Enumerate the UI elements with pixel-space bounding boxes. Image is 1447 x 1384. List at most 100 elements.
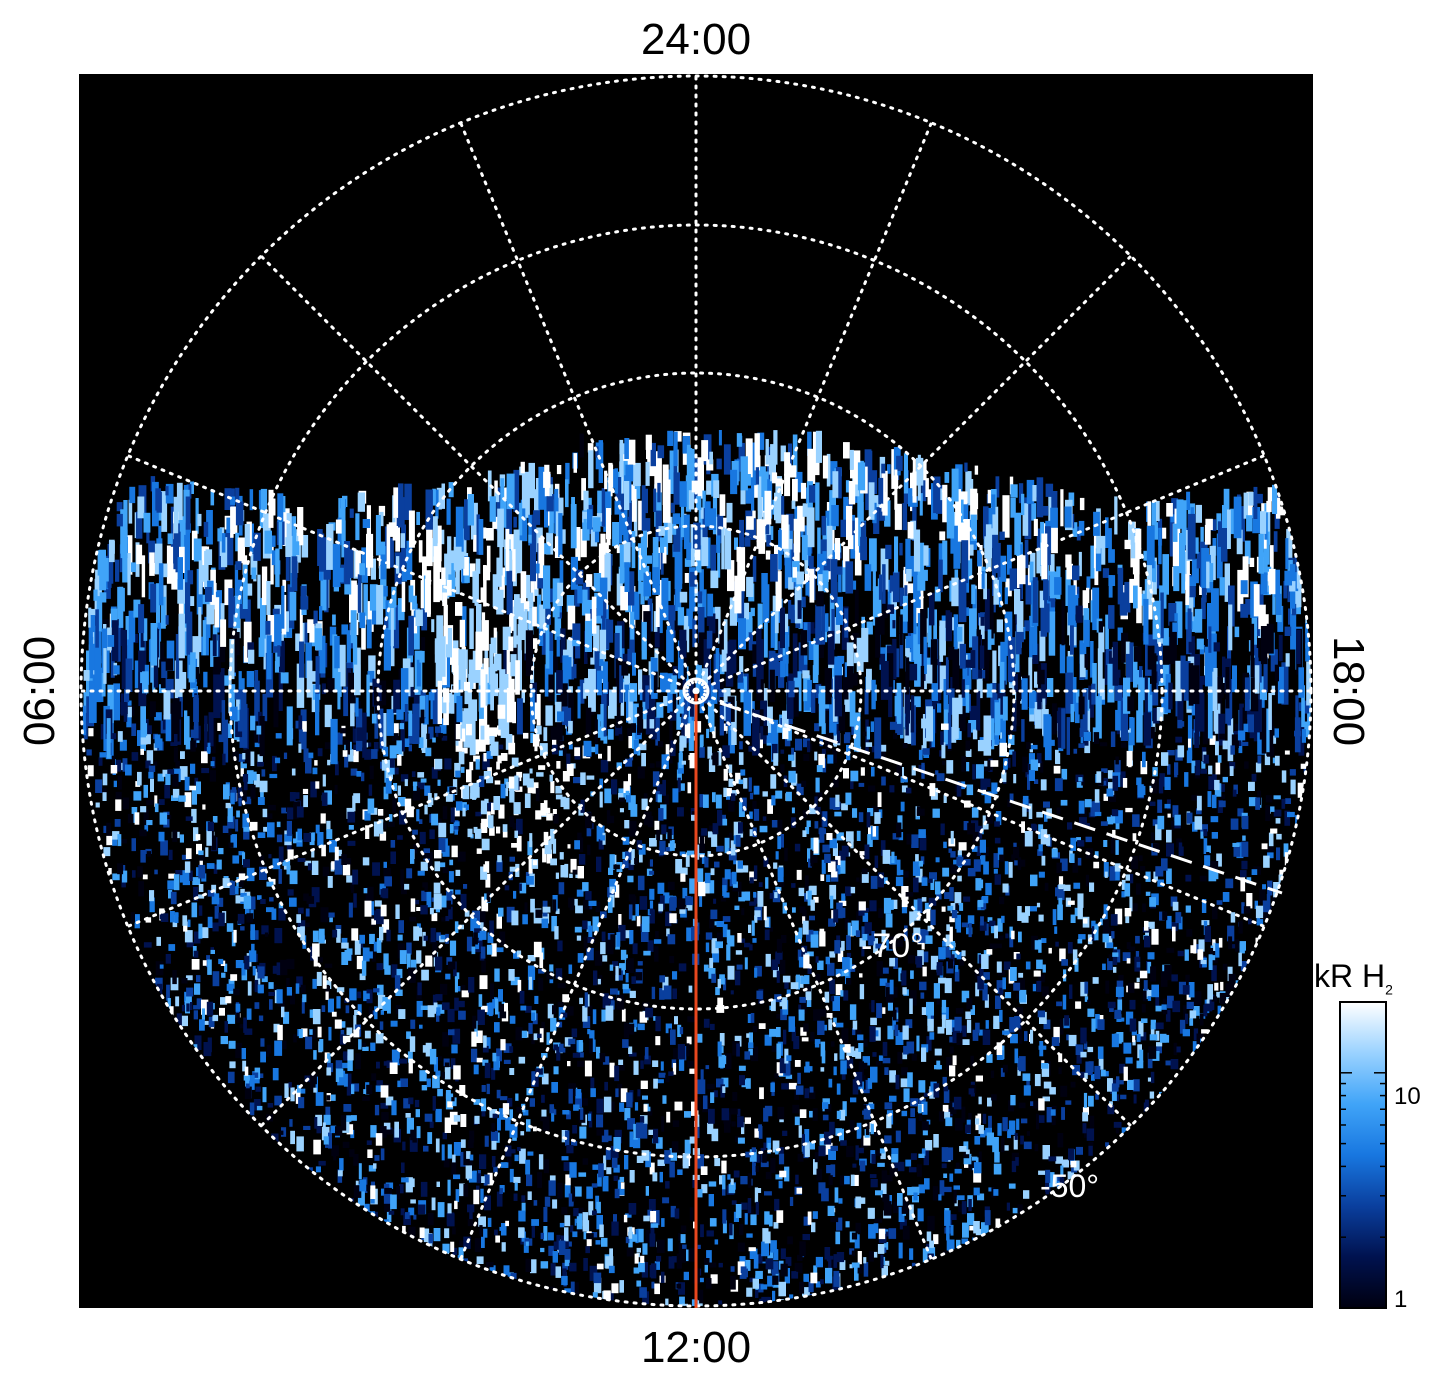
heatmap-cell xyxy=(654,484,662,527)
heatmap-cell xyxy=(920,951,929,963)
heatmap-cell xyxy=(762,1151,767,1163)
heatmap-cell xyxy=(522,1109,529,1116)
heatmap-cell xyxy=(1139,970,1148,979)
heatmap-cell xyxy=(840,1060,847,1075)
heatmap-cell xyxy=(1127,1079,1134,1090)
heatmap-cell xyxy=(894,1162,899,1169)
heatmap-cell xyxy=(491,943,497,957)
heatmap-cell xyxy=(672,988,677,999)
heatmap-cell xyxy=(417,982,422,996)
heatmap-cell xyxy=(556,465,562,475)
heatmap-cell xyxy=(711,1128,719,1142)
heatmap-cell xyxy=(697,457,704,499)
heatmap-cell xyxy=(112,835,117,846)
heatmap-cell xyxy=(422,556,427,592)
heatmap-cell xyxy=(748,1173,752,1188)
heatmap-cell xyxy=(696,1114,700,1127)
heatmap-cell xyxy=(979,839,986,853)
heatmap-cell xyxy=(779,1117,784,1123)
heatmap-cell xyxy=(1036,549,1044,574)
heatmap-cell xyxy=(821,859,826,874)
heatmap-cell xyxy=(1044,882,1049,891)
heatmap-cell xyxy=(478,1216,486,1227)
heatmap-cell xyxy=(455,602,463,616)
heatmap-cell xyxy=(883,1260,890,1266)
heatmap-cell xyxy=(927,1247,936,1257)
heatmap-cell xyxy=(616,994,625,1010)
heatmap-cell xyxy=(378,819,384,834)
heatmap-cell xyxy=(543,1159,549,1174)
heatmap-cell xyxy=(319,606,323,621)
heatmap-cell xyxy=(1108,651,1116,674)
heatmap-cell xyxy=(428,726,434,740)
heatmap-cell xyxy=(319,533,325,572)
heatmap-cell xyxy=(622,983,629,990)
heatmap-cell xyxy=(560,628,566,663)
heatmap-cell xyxy=(960,1025,967,1037)
heatmap-cell xyxy=(697,843,705,854)
heatmap-cell xyxy=(785,1074,793,1079)
heatmap-cell xyxy=(844,692,851,712)
heatmap-cell xyxy=(606,1135,612,1141)
heatmap-cell xyxy=(873,495,881,508)
heatmap-cell xyxy=(1115,819,1120,830)
heatmap-cell xyxy=(1225,878,1234,889)
heatmap-cell xyxy=(1061,1159,1069,1168)
heatmap-cell xyxy=(419,1024,423,1029)
heatmap-cell xyxy=(509,1015,516,1024)
heatmap-cell xyxy=(513,951,520,959)
heatmap-cell xyxy=(1142,990,1147,1002)
heatmap-cell xyxy=(936,773,945,782)
heatmap-cell xyxy=(451,845,458,858)
heatmap-cell xyxy=(568,1038,576,1046)
heatmap-cell xyxy=(528,514,535,546)
heatmap-cell xyxy=(452,1227,456,1235)
heatmap-cell xyxy=(686,927,693,942)
heatmap-cell xyxy=(492,574,499,608)
heatmap-cell xyxy=(810,850,814,867)
heatmap-cell xyxy=(927,925,933,932)
heatmap-cell xyxy=(1079,497,1085,511)
heatmap-cell xyxy=(1237,808,1244,817)
heatmap-cell xyxy=(996,1050,1004,1060)
heatmap-cell xyxy=(581,589,588,616)
heatmap-cell xyxy=(373,941,380,952)
heatmap-cell xyxy=(1061,600,1065,646)
heatmap-cell xyxy=(825,1142,833,1155)
heatmap-cell xyxy=(293,801,300,812)
heatmap-cell xyxy=(1234,626,1240,638)
heatmap-cell xyxy=(601,1009,606,1022)
heatmap-cell xyxy=(193,827,199,842)
heatmap-cell xyxy=(710,1274,718,1284)
heatmap-cell xyxy=(1267,852,1274,859)
heatmap-cell xyxy=(679,481,687,507)
heatmap-cell xyxy=(1275,818,1281,824)
heatmap-cell xyxy=(844,1044,851,1053)
heatmap-cell xyxy=(361,772,365,782)
heatmap-cell xyxy=(1083,1041,1088,1050)
heatmap-cell xyxy=(368,655,376,686)
heatmap-cell xyxy=(609,1000,615,1010)
heatmap-cell xyxy=(132,634,139,643)
heatmap-cell xyxy=(364,810,371,821)
heatmap-cell xyxy=(765,439,769,465)
heatmap-cell xyxy=(1112,949,1118,965)
heatmap-cell xyxy=(1150,1019,1156,1030)
heatmap-cell xyxy=(698,632,706,666)
heatmap-cell xyxy=(785,1256,792,1266)
heatmap-cell xyxy=(841,1028,849,1044)
heatmap-cell xyxy=(268,804,276,811)
heatmap-cell xyxy=(119,739,127,751)
heatmap-cell xyxy=(887,1195,892,1205)
heatmap-cell xyxy=(1058,1053,1063,1063)
heatmap-cell xyxy=(976,845,981,856)
heatmap-cell xyxy=(518,883,522,891)
heatmap-cell xyxy=(883,897,892,914)
heatmap-cell xyxy=(198,884,204,892)
heatmap-cell xyxy=(404,779,408,787)
heatmap-cell xyxy=(349,508,354,518)
heatmap-cell xyxy=(1072,860,1079,873)
heatmap-cell xyxy=(117,775,122,790)
heatmap-cell xyxy=(960,491,968,505)
heatmap-cell xyxy=(286,987,292,996)
